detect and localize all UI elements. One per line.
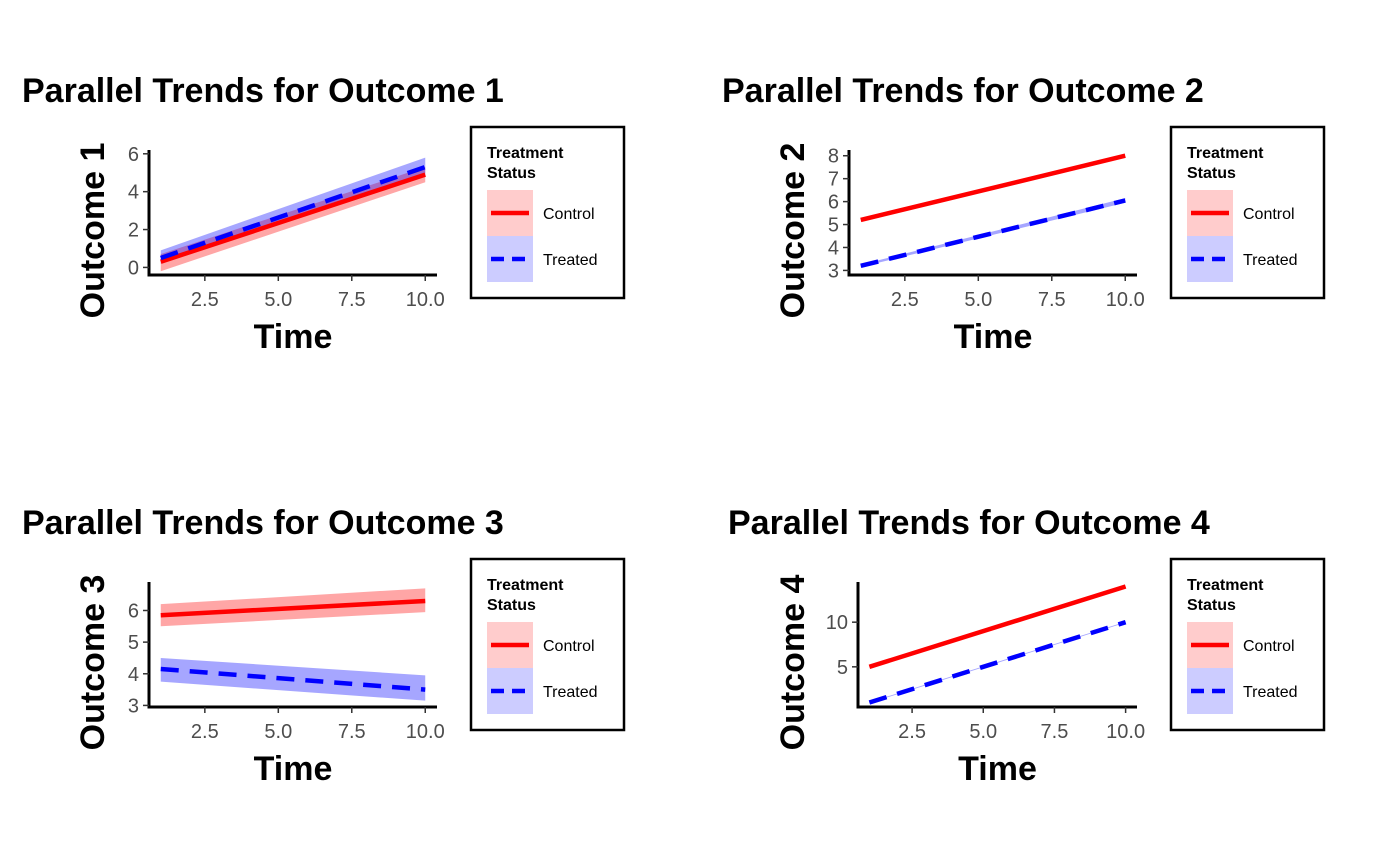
chart-panel-1: Parallel Trends for Outcome 1 2.5 5.0 7.5 10… [22,72,626,356]
x-tick-label: 2.5 [891,289,919,311]
x-axis-label: Time [958,750,1037,788]
x-tick-label: 10.0 [406,289,445,311]
y-tick-label: 4 [828,237,839,259]
series-line-control [860,153,1126,223]
x-tick-label: 2.5 [191,721,219,743]
y-tick-label: 6 [828,192,839,214]
legend-label-control: Control [1243,638,1295,655]
y-axis-label: Outcome 4 [774,575,812,751]
y-axis-label: Outcome 3 [74,575,112,751]
x-axis-label: Time [254,750,333,788]
series-line-treated [160,164,426,261]
legend-title: Treatment [487,577,564,594]
legend: Treatment Status Control Treated [1169,125,1326,300]
legend: Treatment Status Control Treated [1169,557,1326,732]
series-line-treated [868,620,1127,705]
x-tick-label: 5.0 [964,289,992,311]
y-tick-label: 5 [828,215,839,237]
x-tick-label: 7.5 [338,289,366,311]
legend-title: Status [487,165,536,182]
legend-label-treated: Treated [543,252,598,269]
series-line-treated [160,666,426,692]
legend-title: Treatment [1187,145,1264,162]
y-tick-label: 5 [128,632,139,654]
y-tick-label: 8 [828,146,839,168]
y-tick-label: 3 [128,695,139,717]
legend: Treatment Status Control Treated [469,557,626,732]
y-tick-label: 0 [128,257,139,279]
y-tick-label: 4 [128,664,139,686]
x-tick-label: 2.5 [898,721,926,743]
x-tick-label: 5.0 [264,721,292,743]
x-tick-label: 5.0 [969,721,997,743]
legend-title: Status [1187,165,1236,182]
x-tick-label: 10.0 [406,721,445,743]
y-tick-label: 6 [128,144,139,166]
legend-title: Status [487,597,536,614]
chart-title: Parallel Trends for Outcome 1 [22,72,504,110]
x-tick-label: 2.5 [191,289,219,311]
y-tick-label: 6 [128,600,139,622]
y-tick-label: 4 [128,182,139,204]
legend-label-control: Control [1243,206,1295,223]
y-tick-label: 2 [128,220,139,242]
chart-title: Parallel Trends for Outcome 3 [22,504,504,542]
x-tick-label: 7.5 [1041,721,1069,743]
series-line-control [160,598,426,618]
chart-panel-2: Parallel Trends for Outcome 2 2.5 5.0 7.5 10… [722,72,1326,356]
chart-panel-4: Parallel Trends for Outcome 4 2.5 5.0 7.5 10… [728,504,1326,788]
series-line-control [160,172,426,264]
legend-label-treated: Treated [1243,684,1298,701]
chart-title: Parallel Trends for Outcome 2 [722,72,1204,110]
legend-label-treated: Treated [1243,252,1298,269]
legend-label-control: Control [543,638,595,655]
x-axis-label: Time [254,318,333,356]
legend-title: Treatment [1187,577,1264,594]
x-tick-label: 10.0 [1106,289,1145,311]
y-tick-label: 7 [828,169,839,191]
legend: Treatment Status Control Treated [469,125,626,300]
x-tick-label: 7.5 [338,721,366,743]
legend-title: Treatment [487,145,564,162]
x-axis-label: Time [954,318,1033,356]
legend-title: Status [1187,597,1236,614]
x-tick-label: 5.0 [264,289,292,311]
x-tick-label: 10.0 [1106,721,1145,743]
y-tick-label: 3 [828,260,839,282]
series-line-control [868,584,1127,669]
legend-label-treated: Treated [543,684,598,701]
chart-panel-3: Parallel Trends for Outcome 3 2.5 5.0 7.5 10… [22,504,626,788]
chart-title: Parallel Trends for Outcome 4 [728,504,1210,542]
y-tick-label: 5 [837,657,848,679]
y-axis-label: Outcome 2 [774,143,812,319]
series-line-treated [860,198,1126,269]
x-tick-label: 7.5 [1038,289,1066,311]
legend-label-control: Control [543,206,595,223]
y-axis-label: Outcome 1 [74,143,112,319]
y-tick-label: 10 [826,612,848,634]
